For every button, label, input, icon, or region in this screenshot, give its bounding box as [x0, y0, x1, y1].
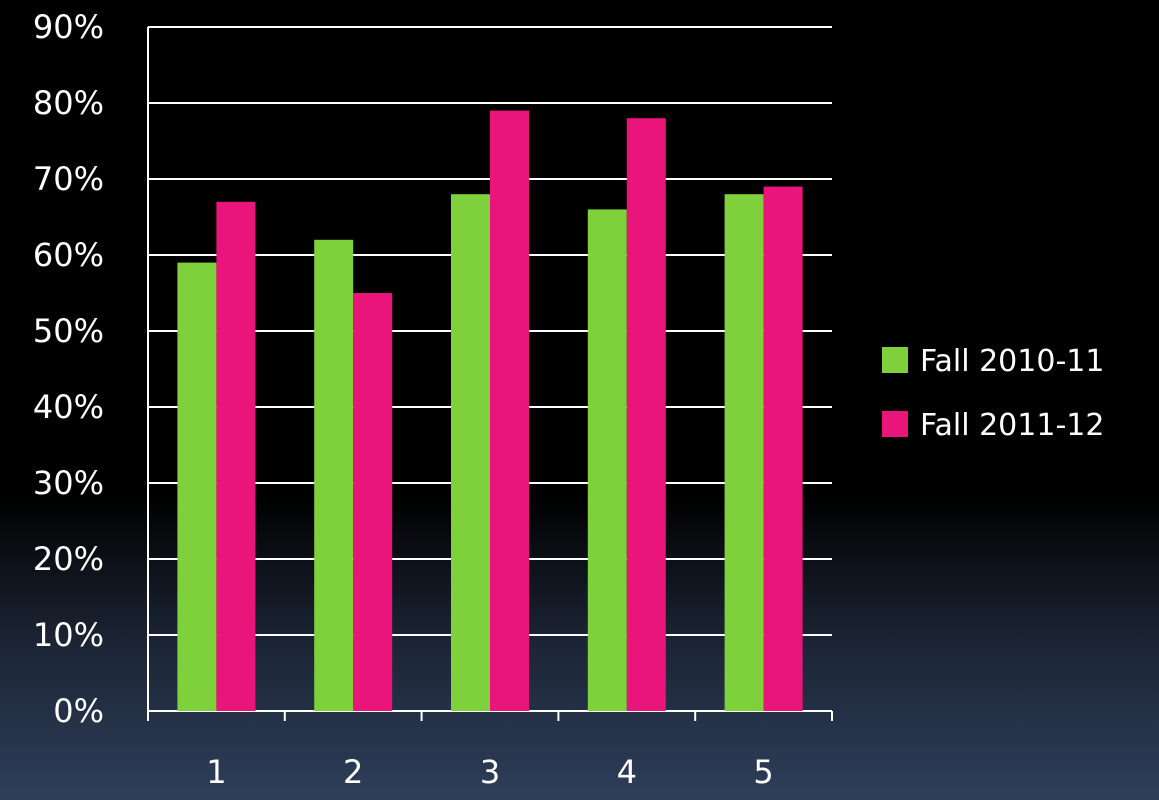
- y-tick-labels: 0% 10% 20% 30% 40% 50% 60% 70% 80% 90%: [33, 8, 104, 730]
- y-tick-label: 80%: [33, 84, 104, 122]
- legend-label: Fall 2011-12: [920, 408, 1104, 443]
- legend-swatch: [882, 411, 908, 437]
- y-tick-label: 70%: [33, 160, 104, 198]
- y-tick-label: 20%: [33, 540, 104, 578]
- x-tick-label: 2: [343, 753, 363, 791]
- legend-swatch: [882, 347, 908, 373]
- bar: [451, 194, 490, 711]
- x-tick-label: 5: [753, 753, 773, 791]
- bar: [490, 110, 529, 712]
- y-tick-label: 50%: [33, 312, 104, 350]
- bar: [216, 201, 256, 712]
- legend: Fall 2010-11 Fall 2011-12: [882, 344, 1104, 443]
- y-tick-label: 40%: [33, 388, 104, 426]
- x-tick-labels: 1 2 3 4 5: [206, 753, 774, 791]
- bar: [587, 209, 627, 711]
- legend-item: Fall 2010-11: [882, 344, 1104, 379]
- bar: [177, 262, 217, 711]
- y-tick-label: 30%: [33, 464, 104, 502]
- y-tick-label: 60%: [33, 236, 104, 274]
- y-tick-label: 10%: [33, 616, 104, 654]
- x-tick-label: 4: [617, 753, 637, 791]
- x-tick-label: 1: [206, 753, 226, 791]
- x-tick-label: 3: [480, 753, 500, 791]
- y-tick-label: 0%: [53, 692, 104, 730]
- legend-label: Fall 2010-11: [920, 344, 1104, 379]
- bar: [353, 293, 393, 711]
- bar: [763, 186, 803, 712]
- legend-item: Fall 2011-12: [882, 408, 1104, 443]
- y-tick-label: 90%: [33, 8, 104, 46]
- bar: [626, 118, 666, 711]
- bar: [314, 239, 354, 712]
- bars: [177, 110, 803, 712]
- bar: [724, 194, 764, 711]
